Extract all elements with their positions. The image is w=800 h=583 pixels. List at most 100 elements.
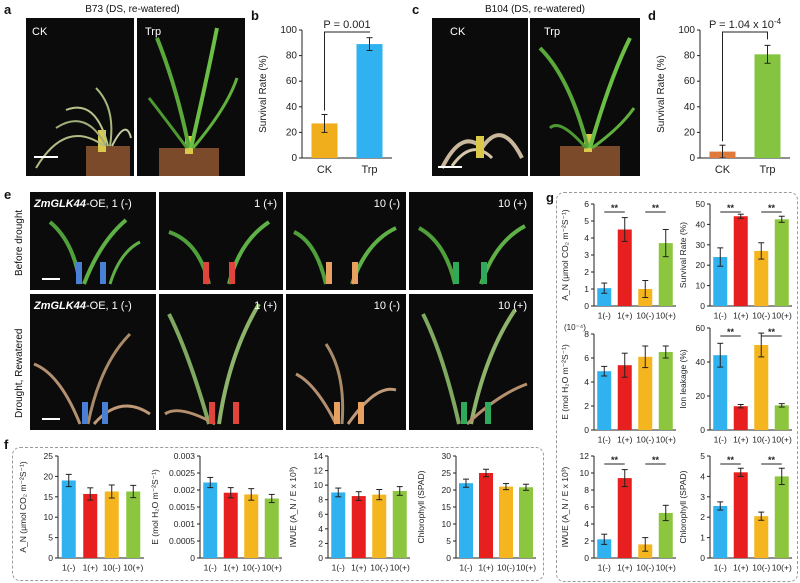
y-tick-label: 80 [684, 51, 696, 62]
x-tick-label: 1(-) [62, 563, 75, 573]
y-tick-label: 0 [190, 553, 195, 563]
panel-e-label-bottom-3: 10 (-) [373, 300, 400, 312]
panel-e-photo-bottom-3: 10 (-) [286, 294, 406, 430]
bar-1 [83, 493, 98, 558]
panel-e-letter: e [4, 187, 12, 202]
p-value-exponent: -4 [774, 17, 782, 26]
bar-10 [126, 491, 141, 558]
y-tick-label: 10 [314, 480, 324, 490]
chart-b: 0 20 40 60 80 100 Survival Rate (%) CK Trp P = 0.… [258, 19, 392, 176]
y-tick-label: 0 [700, 553, 705, 563]
y-tick-label: 0 [689, 153, 695, 164]
x-tick-label: 10(+) [516, 563, 536, 573]
panel-c-title: B104 (DS, re-watered) [484, 4, 586, 15]
significance-stars: ** [652, 455, 660, 465]
y-tick-label: 0.001 [174, 519, 196, 529]
y-tick-label: 30 [696, 240, 706, 250]
panel-e-photo-bottom-4: 10 (+) [409, 294, 533, 430]
y-tick-label: 2 [318, 538, 323, 548]
wilted-plant-illustration [35, 87, 132, 176]
y-tick-label: 25 [442, 468, 452, 478]
x-tick-label: 10(-) [636, 563, 654, 573]
y-tick-label: 60 [286, 76, 298, 87]
x-tick-label: 10(-) [752, 563, 770, 573]
y-tick-label: 12 [580, 451, 590, 461]
bar-1 [223, 492, 238, 558]
panel-e-photo-bottom-1: ZmGLK44-OE, 1 (-) [30, 294, 156, 430]
bar-1 [733, 216, 748, 306]
y-tick-label: 15 [44, 492, 54, 502]
y-tick-label: 4 [584, 377, 589, 387]
bar-10 [658, 352, 673, 430]
x-tick-label: 10(+) [772, 435, 792, 445]
y-tick-label: 0 [584, 301, 589, 311]
panel-e-label-bottom-4: 10 (+) [497, 300, 527, 312]
y-tick-label: 0 [291, 153, 297, 164]
healthy-plant-illustration [147, 27, 239, 176]
significance-stars: ** [768, 203, 776, 213]
bar-10 [372, 494, 387, 558]
healthy-plant-illustration [538, 37, 636, 176]
panel-b-letter: b [251, 8, 259, 23]
y-axis-label: IWUE (A_N / E x 10³) [288, 466, 298, 547]
y-axis-label: Survival Rate (%) [678, 222, 688, 288]
plant-illustration [417, 224, 526, 285]
plant-illustration [164, 302, 261, 426]
significance-stars: ** [727, 455, 735, 465]
y-tick-label: 20 [44, 471, 54, 481]
x-tick-label: 1(-) [714, 311, 727, 321]
bar-10 [638, 356, 653, 430]
x-tick-label: 10(+) [656, 435, 676, 445]
panel-a-title: B73 (DS, re-watered) [85, 4, 180, 15]
x-tick-label: 1(-) [459, 563, 472, 573]
significance-stars: ** [727, 327, 735, 337]
bar-10 [754, 250, 769, 306]
panel-g-letter: g [546, 190, 554, 205]
x-tick-label: 10(+) [656, 563, 676, 573]
x-tick-label: 10(-) [752, 311, 770, 321]
chart-f2: 0 0.0005 0.001 0.0015 0.002 0.0025 0.003 E (mol… [150, 451, 282, 573]
y-tick-label: 40 [696, 357, 706, 367]
y-tick-label: 40 [684, 102, 696, 113]
y-tick-label: 0.003 [174, 451, 196, 461]
bar-1 [733, 406, 748, 430]
y-scale-note: (10⁻⁴) [564, 323, 586, 332]
x-tick-label: CK [715, 164, 731, 176]
y-tick-label: 2 [700, 512, 705, 522]
panel-e-label-top-3: 10 (-) [373, 198, 400, 210]
x-tick-label: 1(+) [733, 311, 749, 321]
x-tick-label: Trp [361, 164, 377, 176]
bar-1 [479, 473, 493, 558]
panel-c-letter: c [412, 2, 420, 17]
y-tick-label: 8 [584, 329, 589, 339]
x-tick-label: 1(+) [223, 563, 239, 573]
y-tick-label: 5 [700, 451, 705, 461]
x-tick-label: 10(+) [656, 311, 676, 321]
x-tick-label: 1(-) [598, 563, 611, 573]
x-tick-label: 10(-) [497, 563, 515, 573]
chart-d: 0 20 40 60 80 100 Survival Rate (%) CK Trp P = 1.… [656, 17, 790, 176]
bar-1 [597, 371, 612, 430]
chart-g2: 0 10 20 30 40 50 Survival Rate (%) 1(-) 1(+) 10(-… [678, 199, 792, 321]
y-tick-label: 60 [696, 323, 706, 333]
bar-10 [499, 486, 513, 558]
y-tick-label: 10 [44, 512, 54, 522]
y-tick-label: 10 [442, 519, 452, 529]
y-axis-label: Survival Rate (%) [258, 55, 269, 133]
chart-g1: 0 1 2 3 4 5 6 A_N (μmol CO₂ m⁻²S⁻¹) 1(-) 1(+) 10(-… [560, 199, 676, 321]
significance-stars: ** [768, 327, 776, 337]
bar-1 [61, 480, 76, 558]
x-tick-label: 10(+) [123, 563, 143, 573]
panel-a-letter: a [4, 2, 12, 17]
y-tick-label: 6 [584, 199, 589, 209]
x-tick-label: 10(-) [370, 563, 388, 573]
significance-stars: ** [727, 203, 735, 213]
bar-1 [713, 355, 728, 430]
x-tick-label: 10(+) [262, 563, 282, 573]
y-tick-label: 20 [696, 391, 706, 401]
panel-e-photo-top-2: 1 (+) [159, 192, 283, 290]
y-tick-label: 10 [580, 468, 590, 478]
y-tick-label: 2 [584, 536, 589, 546]
